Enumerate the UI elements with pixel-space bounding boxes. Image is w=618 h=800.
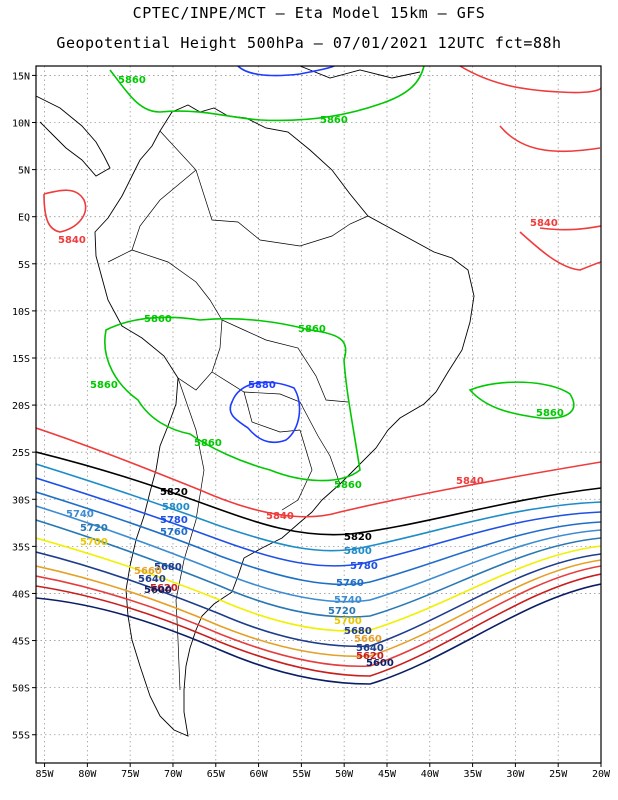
label-5680-a: 5680 [154, 562, 182, 573]
contour-5860-central [104, 316, 361, 482]
label-5620-b: 5620 [356, 651, 384, 662]
contour-5640 [36, 565, 601, 668]
tick-label-lat: 30S [12, 495, 30, 506]
contour-5880-north [237, 66, 335, 77]
label-5800-b: 5800 [344, 546, 372, 557]
tick-label-lon: 65W [207, 769, 226, 780]
label-5860-c: 5860 [144, 314, 172, 325]
label-5780-b: 5780 [350, 561, 378, 572]
contour-5780 [36, 477, 601, 567]
label-5760-b: 5760 [336, 578, 364, 589]
tick-label-lat: 35S [12, 542, 30, 553]
label-5880: 5880 [248, 380, 276, 391]
country-borders [107, 130, 369, 691]
contour-5840-east [519, 225, 601, 271]
contour-5680 [36, 551, 601, 648]
tick-label-lon: 60W [250, 769, 269, 780]
tick-label-lat: 15N [12, 71, 30, 82]
map-frame [35, 65, 602, 764]
label-5860-a: 5860 [118, 75, 146, 86]
contours [36, 66, 601, 685]
label-5640-b: 5640 [356, 643, 384, 654]
label-5820-b: 5820 [344, 532, 372, 543]
tick-label-lat: 10S [12, 307, 30, 318]
coastlines [36, 66, 475, 737]
contour-5700 [36, 537, 601, 632]
tick-label-lon: 70W [164, 769, 183, 780]
label-5840-d: 5840 [266, 511, 294, 522]
tick-label-lat: 5S [18, 260, 30, 271]
contour-5620 [36, 573, 601, 677]
label-5740-b: 5740 [334, 595, 362, 606]
tick-label-lon: 55W [292, 769, 311, 780]
tick-label-lat: 25S [12, 448, 30, 459]
tick-label-lat: 40S [12, 589, 30, 600]
label-5820-a: 5820 [160, 487, 188, 498]
contour-5880-central [229, 381, 301, 444]
contour-5840-south [36, 427, 601, 518]
label-5600-b: 5600 [366, 658, 394, 669]
label-5860-e: 5860 [90, 380, 118, 391]
south-america-coastline [94, 104, 475, 737]
contour-5820 [36, 451, 601, 536]
label-5680-b: 5680 [344, 626, 372, 637]
contour-5860-east [468, 381, 575, 419]
contour-5800 [36, 463, 601, 552]
tick-label-lon: 35W [464, 769, 483, 780]
contour-5840-north-east [459, 66, 601, 153]
label-5800-a: 5800 [162, 502, 190, 513]
central-america-coastline [36, 95, 111, 177]
label-5740-a: 5740 [66, 509, 94, 520]
tick-label-lat: 55S [12, 731, 30, 742]
label-5660-a: 5660 [134, 566, 162, 577]
label-5660-b: 5660 [354, 634, 382, 645]
tick-label-lat: 45S [12, 637, 30, 648]
label-5860-b: 5860 [320, 115, 348, 126]
label-5760-a: 5760 [160, 527, 188, 538]
label-5700-b: 5700 [334, 616, 362, 627]
axis-ticks: 85W 80W 75W 70W 65W 60W 55W 50W 45W 40W 35W 30W 25W 2… [12, 71, 611, 780]
caribbean-coast [299, 66, 421, 79]
tick-label-lat: 20S [12, 401, 30, 412]
label-5700-a: 5700 [80, 537, 108, 548]
label-5860-g: 5860 [334, 480, 362, 491]
contour-5740 [36, 505, 601, 603]
contour-5720 [36, 519, 601, 618]
tick-label-lon: 20W [592, 769, 611, 780]
tick-label-lat: 50S [12, 684, 30, 695]
label-5840-c: 5840 [456, 476, 484, 487]
label-5840-b: 5840 [530, 218, 558, 229]
contour-5840-west [43, 189, 87, 233]
tick-label-lat: 5N [18, 166, 30, 177]
contour-5600 [36, 583, 601, 685]
tick-label-lat: 10N [12, 119, 30, 130]
contour-5860-north [109, 66, 425, 122]
label-5860-d: 5860 [298, 324, 326, 335]
contour-5660 [36, 559, 601, 658]
tick-label-lon: 45W [378, 769, 397, 780]
chart-title-line1: CPTEC/INPE/MCT – Eta Model 15km – GFS [132, 4, 486, 22]
label-5860-f: 5860 [194, 438, 222, 449]
tick-label-lon: 40W [421, 769, 440, 780]
chart-title-line2: Geopotential Height 500hPa – 07/01/2021 … [56, 34, 562, 52]
label-5860-h: 5860 [536, 408, 564, 419]
tick-label-lon: 50W [335, 769, 354, 780]
label-5640-a: 5640 [138, 574, 166, 585]
label-5840-a: 5840 [58, 235, 86, 246]
tick-label-lon: 80W [78, 769, 97, 780]
contour-labels: 5860 5860 5860 5860 5860 5860 5860 5860 … [58, 75, 564, 669]
tick-label-lon: 30W [506, 769, 525, 780]
label-5600-a: 5600 [144, 585, 172, 596]
contour-5760 [36, 491, 601, 586]
tick-label-lat: EQ [18, 213, 30, 224]
tick-label-lon: 85W [36, 769, 55, 780]
label-5780-a: 5780 [160, 515, 188, 526]
tick-label-lon: 75W [121, 769, 140, 780]
tick-label-lon: 25W [549, 769, 568, 780]
label-5720-a: 5720 [80, 523, 108, 534]
tick-label-lat: 15S [12, 354, 30, 365]
label-5620-a: 5620 [150, 583, 178, 594]
label-5720-b: 5720 [328, 606, 356, 617]
